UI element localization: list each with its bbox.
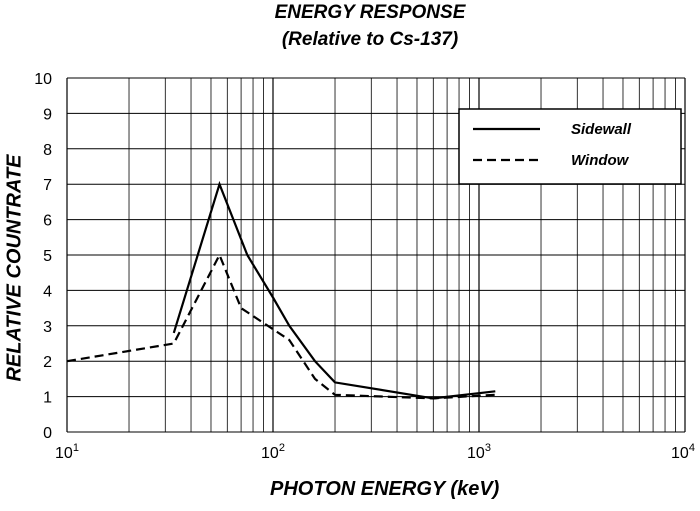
y-tick-labels: 0 1 2 3 4 5 6 7 8 9 10	[34, 71, 52, 442]
y-tick-label: 9	[43, 106, 52, 123]
x-axis-label: PHOTON ENERGY (keV)	[270, 478, 500, 500]
y-tick-label: 1	[43, 390, 52, 407]
legend-box	[458, 108, 682, 185]
chart-title: ENERGY RESPONSE	[274, 2, 466, 23]
x-tick-label: 104	[671, 442, 695, 462]
y-axis-label: RELATIVE COUNTRATE	[3, 154, 26, 382]
x-tick-labels: 101 102 103 104	[55, 442, 695, 462]
series-line-sidewall	[172, 180, 496, 400]
chart-subtitle: (Relative to Cs-137)	[281, 29, 459, 50]
y-tick-label: 7	[43, 177, 52, 194]
x-tick-label: 103	[467, 442, 491, 462]
series-layer	[66, 180, 496, 400]
x-tick-label: 102	[261, 442, 285, 462]
series-line-window	[66, 252, 496, 400]
legend-label: Sidewall	[571, 121, 632, 138]
y-tick-label: 6	[43, 213, 52, 230]
y-tick-label: 10	[34, 71, 52, 88]
x-tick-label: 101	[55, 442, 79, 462]
y-tick-label: 5	[43, 248, 52, 265]
y-tick-label: 8	[43, 142, 52, 159]
y-tick-label: 0	[43, 425, 52, 442]
legend: Sidewall Window	[458, 108, 682, 185]
legend-label: Window	[571, 152, 630, 169]
y-tick-label: 2	[43, 354, 52, 371]
y-tick-label: 3	[43, 319, 52, 336]
y-tick-label: 4	[43, 283, 52, 300]
